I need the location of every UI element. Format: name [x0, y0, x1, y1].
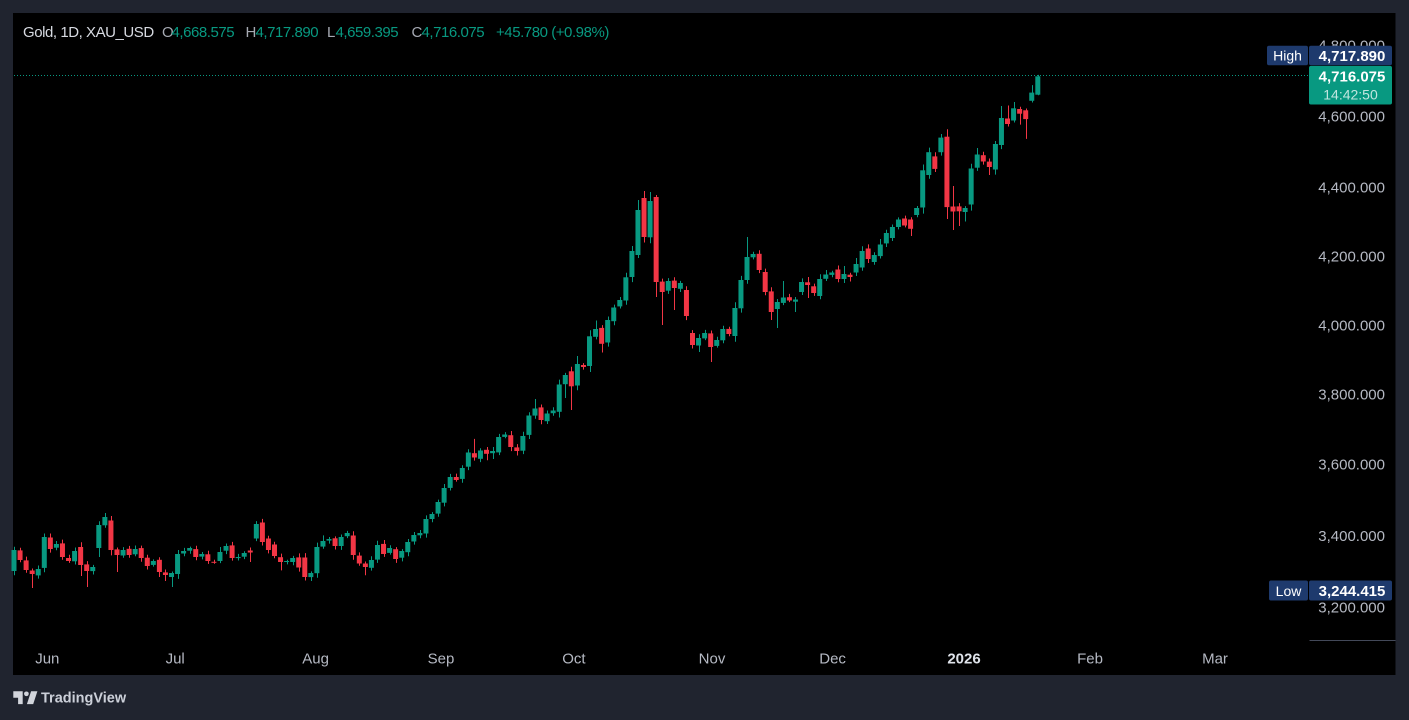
svg-text:C: C [412, 24, 423, 41]
svg-text:O: O [162, 24, 173, 41]
svg-text:Oct: Oct [562, 650, 586, 667]
svg-text:Low: Low [1276, 583, 1303, 599]
svg-text:2026: 2026 [947, 650, 980, 667]
svg-text:High: High [1273, 48, 1302, 64]
svg-text:H: H [246, 24, 256, 41]
svg-text:+45.780 (+0.98%): +45.780 (+0.98%) [496, 24, 609, 41]
svg-text:3,244.415: 3,244.415 [1319, 583, 1386, 600]
svg-text:Jun: Jun [35, 650, 59, 667]
svg-text:L: L [327, 24, 335, 41]
svg-text:Aug: Aug [302, 650, 329, 667]
svg-text:4,717.890: 4,717.890 [256, 24, 319, 41]
svg-text:3,400.000: 3,400.000 [1318, 528, 1385, 545]
svg-text:14:42:50: 14:42:50 [1323, 87, 1378, 103]
svg-text:4,716.075: 4,716.075 [422, 24, 485, 41]
svg-text:4,600.000: 4,600.000 [1318, 109, 1385, 126]
svg-text:4,717.890: 4,717.890 [1319, 48, 1386, 65]
svg-text:4,716.075: 4,716.075 [1319, 69, 1386, 86]
svg-text:Sep: Sep [428, 650, 455, 667]
svg-text:4,400.000: 4,400.000 [1318, 179, 1385, 196]
svg-text:Feb: Feb [1077, 650, 1103, 667]
svg-text:4,000.000: 4,000.000 [1318, 318, 1385, 335]
svg-text:Dec: Dec [819, 650, 846, 667]
svg-text:3,600.000: 3,600.000 [1318, 457, 1385, 474]
svg-text:Jul: Jul [166, 650, 185, 667]
svg-text:4,668.575: 4,668.575 [172, 24, 235, 41]
svg-text:3,200.000: 3,200.000 [1318, 600, 1385, 617]
svg-text:Gold, 1D, XAU_USD: Gold, 1D, XAU_USD [23, 24, 154, 41]
svg-text:Mar: Mar [1202, 650, 1228, 667]
svg-text:4,200.000: 4,200.000 [1318, 249, 1385, 266]
svg-text:Nov: Nov [699, 650, 726, 667]
svg-text:4,659.395: 4,659.395 [336, 24, 399, 41]
svg-text:3,800.000: 3,800.000 [1318, 386, 1385, 403]
svg-text:TradingView: TradingView [41, 690, 127, 706]
